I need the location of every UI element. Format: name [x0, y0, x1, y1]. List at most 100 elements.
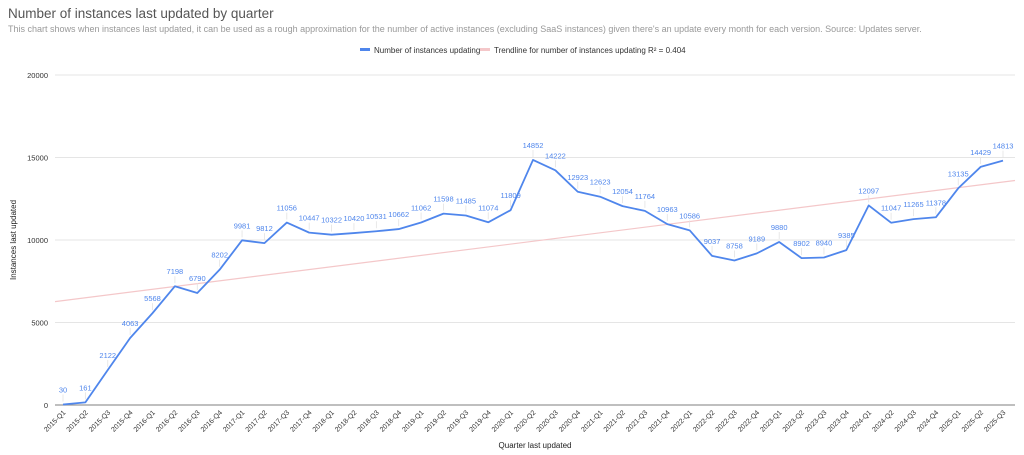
x-tick-label: 2020-Q1	[491, 409, 515, 433]
data-label: 30	[59, 386, 67, 395]
legend-swatch-trendline	[480, 48, 490, 51]
x-tick-label: 2021-Q4	[647, 409, 671, 433]
data-label: 8940	[816, 238, 833, 247]
x-tick-label: 2024-Q3	[894, 409, 918, 433]
x-tick-label: 2025-Q2	[961, 409, 985, 433]
y-tick-label: 20000	[27, 71, 48, 80]
x-tick-label: 2018-Q2	[334, 409, 358, 433]
x-tick-label: 2023-Q3	[804, 409, 828, 433]
x-tick-label: 2020-Q2	[513, 409, 537, 433]
x-tick-label: 2021-Q2	[603, 409, 627, 433]
data-label: 12097	[858, 186, 879, 195]
x-axis-label: Quarter last updated	[499, 441, 572, 450]
data-label: 11062	[411, 203, 431, 212]
data-label: 8202	[211, 251, 228, 260]
data-label: 9037	[704, 237, 721, 246]
x-tick-label: 2019-Q1	[401, 409, 425, 433]
x-tick-label: 2022-Q3	[715, 409, 739, 433]
x-tick-label: 2021-Q3	[625, 409, 649, 433]
legend-swatch-series	[360, 48, 370, 51]
legend: Number of instances updating Trendline f…	[360, 46, 686, 55]
x-tick-label: 2015-Q3	[88, 409, 112, 433]
data-label: 11485	[456, 196, 476, 205]
x-tick-label: 2024-Q2	[871, 409, 895, 433]
data-label: 10586	[679, 211, 700, 220]
data-label: 9981	[234, 221, 251, 230]
data-label: 11764	[635, 192, 655, 201]
legend-label-series: Number of instances updating	[374, 46, 480, 55]
data-label: 5568	[144, 294, 161, 303]
data-label: 10322	[321, 216, 342, 225]
data-label: 10963	[657, 205, 678, 214]
y-tick-label: 0	[44, 401, 48, 410]
data-label: 11074	[478, 203, 498, 212]
chart-subtitle: This chart shows when instances last upd…	[8, 24, 922, 34]
data-label: 13135	[948, 169, 969, 178]
data-label: 9812	[256, 224, 273, 233]
x-tick-label: 2015-Q4	[110, 409, 134, 433]
data-label: 10420	[344, 214, 365, 223]
x-tick-label: 2018-Q1	[312, 409, 336, 433]
legend-label-trendline: Trendline for number of instances updati…	[494, 46, 686, 55]
data-label: 12923	[567, 173, 588, 182]
x-tick-label: 2017-Q2	[245, 409, 269, 433]
data-label: 11378	[926, 198, 946, 207]
y-tick-label: 5000	[31, 319, 48, 328]
x-tick-label: 2016-Q4	[200, 409, 224, 433]
x-tick-label: 2015-Q1	[43, 409, 67, 433]
x-tick-label: 2024-Q4	[916, 409, 940, 433]
data-label: 11598	[433, 195, 453, 204]
x-tick-label: 2016-Q1	[133, 409, 157, 433]
x-tick-label: 2025-Q1	[938, 409, 962, 433]
data-label: 2122	[99, 351, 116, 360]
data-label: 14852	[523, 141, 544, 150]
x-tick-label: 2016-Q2	[155, 409, 179, 433]
data-label: 10531	[366, 212, 387, 221]
data-label: 7198	[167, 267, 184, 276]
data-label: 8758	[726, 241, 743, 250]
x-tick-label: 2016-Q3	[177, 409, 201, 433]
x-tick-label: 2017-Q1	[222, 409, 246, 433]
y-axis-label: Instances last updated	[9, 200, 18, 280]
x-tick-label: 2023-Q1	[759, 409, 783, 433]
x-tick-label: 2020-Q4	[558, 409, 582, 433]
x-tick-label: 2020-Q3	[536, 409, 560, 433]
x-tick-label: 2022-Q1	[670, 409, 694, 433]
x-tick-label: 2023-Q2	[782, 409, 806, 433]
x-tick-label: 2017-Q4	[289, 409, 313, 433]
data-label: 9385	[838, 231, 855, 240]
x-tick-label: 2019-Q3	[446, 409, 470, 433]
data-label: 11809	[500, 191, 520, 200]
x-tick-label: 2019-Q2	[424, 409, 448, 433]
data-label: 4063	[122, 319, 139, 328]
x-tick-label: 2018-Q3	[357, 409, 381, 433]
data-label: 10662	[388, 210, 409, 219]
x-tick-label: 2022-Q2	[692, 409, 716, 433]
x-tick-label: 2024-Q1	[849, 409, 873, 433]
data-label: 14429	[970, 148, 991, 157]
data-label: 9880	[771, 223, 788, 232]
data-label: 12623	[590, 178, 611, 187]
x-tick-label: 2017-Q3	[267, 409, 291, 433]
data-label: 11047	[881, 204, 901, 213]
trendline	[54, 179, 1016, 303]
y-tick-label: 15000	[27, 154, 48, 163]
data-label: 12054	[612, 187, 633, 196]
chart-title: Number of instances last updated by quar…	[8, 6, 274, 21]
data-label: 9189	[748, 234, 765, 243]
data-label: 11265	[903, 200, 923, 209]
x-tick-label: 2025-Q3	[983, 409, 1007, 433]
data-label: 161	[79, 383, 92, 392]
data-label: 6790	[189, 274, 206, 283]
data-label: 14813	[993, 142, 1014, 151]
x-tick-label: 2015-Q2	[66, 409, 90, 433]
x-tick-label: 2018-Q4	[379, 409, 403, 433]
y-tick-label: 10000	[27, 236, 48, 245]
x-tick-label: 2019-Q4	[468, 409, 492, 433]
data-label: 10447	[299, 214, 320, 223]
x-tick-label: 2021-Q1	[580, 409, 604, 433]
data-label: 11056	[277, 204, 297, 213]
data-label: 14222	[545, 151, 566, 160]
x-tick-label: 2023-Q4	[827, 409, 851, 433]
